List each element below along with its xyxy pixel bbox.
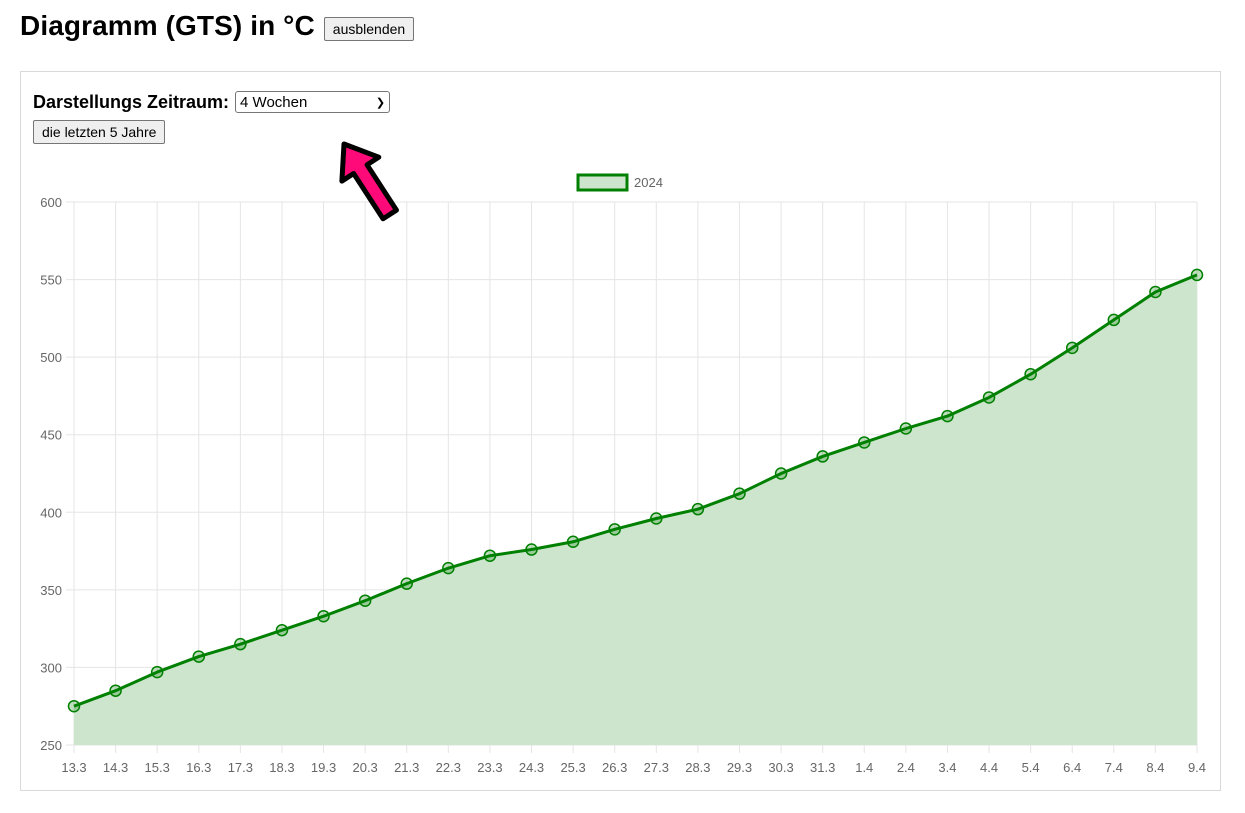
data-point — [525, 543, 538, 556]
range-select-value: 4 Wochen — [240, 93, 308, 111]
data-point — [982, 391, 996, 404]
y-tick-label: 500 — [40, 350, 62, 365]
x-tick-label: 30.3 — [768, 760, 793, 775]
data-point — [234, 637, 247, 651]
data-point — [109, 684, 122, 697]
data-point — [192, 650, 206, 663]
x-tick-label: 18.3 — [269, 760, 294, 775]
data-point — [608, 523, 621, 536]
chart-panel: Darstellungs Zeitraum: 4 Wochen ❯ die le… — [20, 71, 1221, 791]
y-tick-label: 350 — [40, 583, 62, 598]
legend-swatch — [576, 173, 629, 192]
data-point — [858, 436, 871, 449]
data-point — [317, 609, 330, 623]
x-tick-label: 7.4 — [1105, 760, 1123, 775]
data-point — [400, 577, 413, 590]
x-tick-label: 26.3 — [602, 760, 627, 775]
x-tick-label: 20.3 — [352, 760, 377, 775]
x-tick-label: 4.4 — [980, 760, 998, 775]
range-select[interactable]: 4 Wochen ❯ — [235, 91, 391, 113]
page-title: Diagramm (GTS) in °C — [20, 10, 315, 41]
range-control: Darstellungs Zeitraum: 4 Wochen ❯ — [33, 91, 391, 113]
series-area — [73, 273, 1198, 745]
x-tick-label: 3.4 — [938, 760, 956, 775]
last-5-years-button[interactable]: die letzten 5 Jahre — [33, 120, 166, 144]
data-point — [733, 487, 746, 500]
data-point — [150, 665, 164, 679]
y-tick-label: 450 — [40, 428, 62, 443]
data-point — [1149, 285, 1162, 299]
data-point — [941, 409, 954, 423]
x-tick-label: 15.3 — [145, 760, 170, 775]
series-points — [67, 268, 1204, 713]
y-tick-label: 250 — [40, 738, 62, 753]
x-tick-label: 6.4 — [1063, 760, 1081, 775]
x-tick-label: 28.3 — [685, 760, 710, 775]
y-tick-label: 550 — [40, 273, 62, 288]
x-tick-label: 13.3 — [61, 760, 86, 775]
x-tick-label: 16.3 — [186, 760, 211, 775]
y-tick-label: 300 — [40, 660, 62, 675]
x-tick-label: 1.4 — [855, 760, 873, 775]
x-tick-label: 8.4 — [1146, 760, 1164, 775]
data-point — [1024, 367, 1037, 381]
data-point — [1065, 341, 1079, 355]
range-label: Darstellungs Zeitraum: — [33, 91, 230, 112]
data-point — [566, 535, 580, 549]
x-tick-label: 19.3 — [311, 760, 336, 775]
data-point — [899, 422, 913, 435]
gts-chart: 250 300 350 400 450 500 550 600 13.3 14.3 15.3 16.3… — [40, 141, 1206, 775]
x-tick-label: 29.3 — [727, 760, 752, 775]
x-tick-label: 21.3 — [394, 760, 419, 775]
x-tick-label: 31.3 — [810, 760, 835, 775]
data-point — [1107, 313, 1121, 327]
y-tick-label: 400 — [40, 505, 62, 520]
x-tick-label: 2.4 — [897, 760, 915, 775]
x-tick-label: 5.4 — [1022, 760, 1040, 775]
y-tick-label: 600 — [40, 195, 62, 210]
legend[interactable]: 2024 — [576, 173, 663, 192]
x-tick-label: 25.3 — [560, 760, 585, 775]
data-point — [1190, 268, 1204, 282]
x-tick-label: 22.3 — [436, 760, 461, 775]
data-point — [358, 594, 372, 607]
data-point — [67, 699, 81, 713]
data-point — [275, 623, 289, 637]
x-tick-label: 9.4 — [1188, 760, 1206, 775]
axes: 250 300 350 400 450 500 550 600 13.3 14.3 15.3 16.3… — [40, 195, 1206, 775]
title-row: Diagramm (GTS) in °C ausblenden — [20, 10, 415, 42]
data-point — [774, 467, 788, 480]
chevron-down-icon: ❯ — [375, 96, 386, 109]
data-point — [650, 512, 663, 525]
x-tick-label: 24.3 — [519, 760, 544, 775]
x-tick-label: 23.3 — [477, 760, 502, 775]
hide-chart-button[interactable]: ausblenden — [323, 17, 415, 41]
x-tick-label: 27.3 — [644, 760, 669, 775]
data-point — [816, 450, 829, 463]
series-line — [73, 273, 1198, 708]
x-tick-label: 14.3 — [103, 760, 128, 775]
data-point — [691, 502, 705, 516]
data-point — [442, 561, 455, 575]
data-point — [483, 549, 497, 562]
pointer-arrow-icon — [339, 141, 399, 222]
x-tick-label: 17.3 — [228, 760, 253, 775]
series-fill — [74, 274, 1197, 745]
legend-label: 2024 — [634, 175, 663, 190]
